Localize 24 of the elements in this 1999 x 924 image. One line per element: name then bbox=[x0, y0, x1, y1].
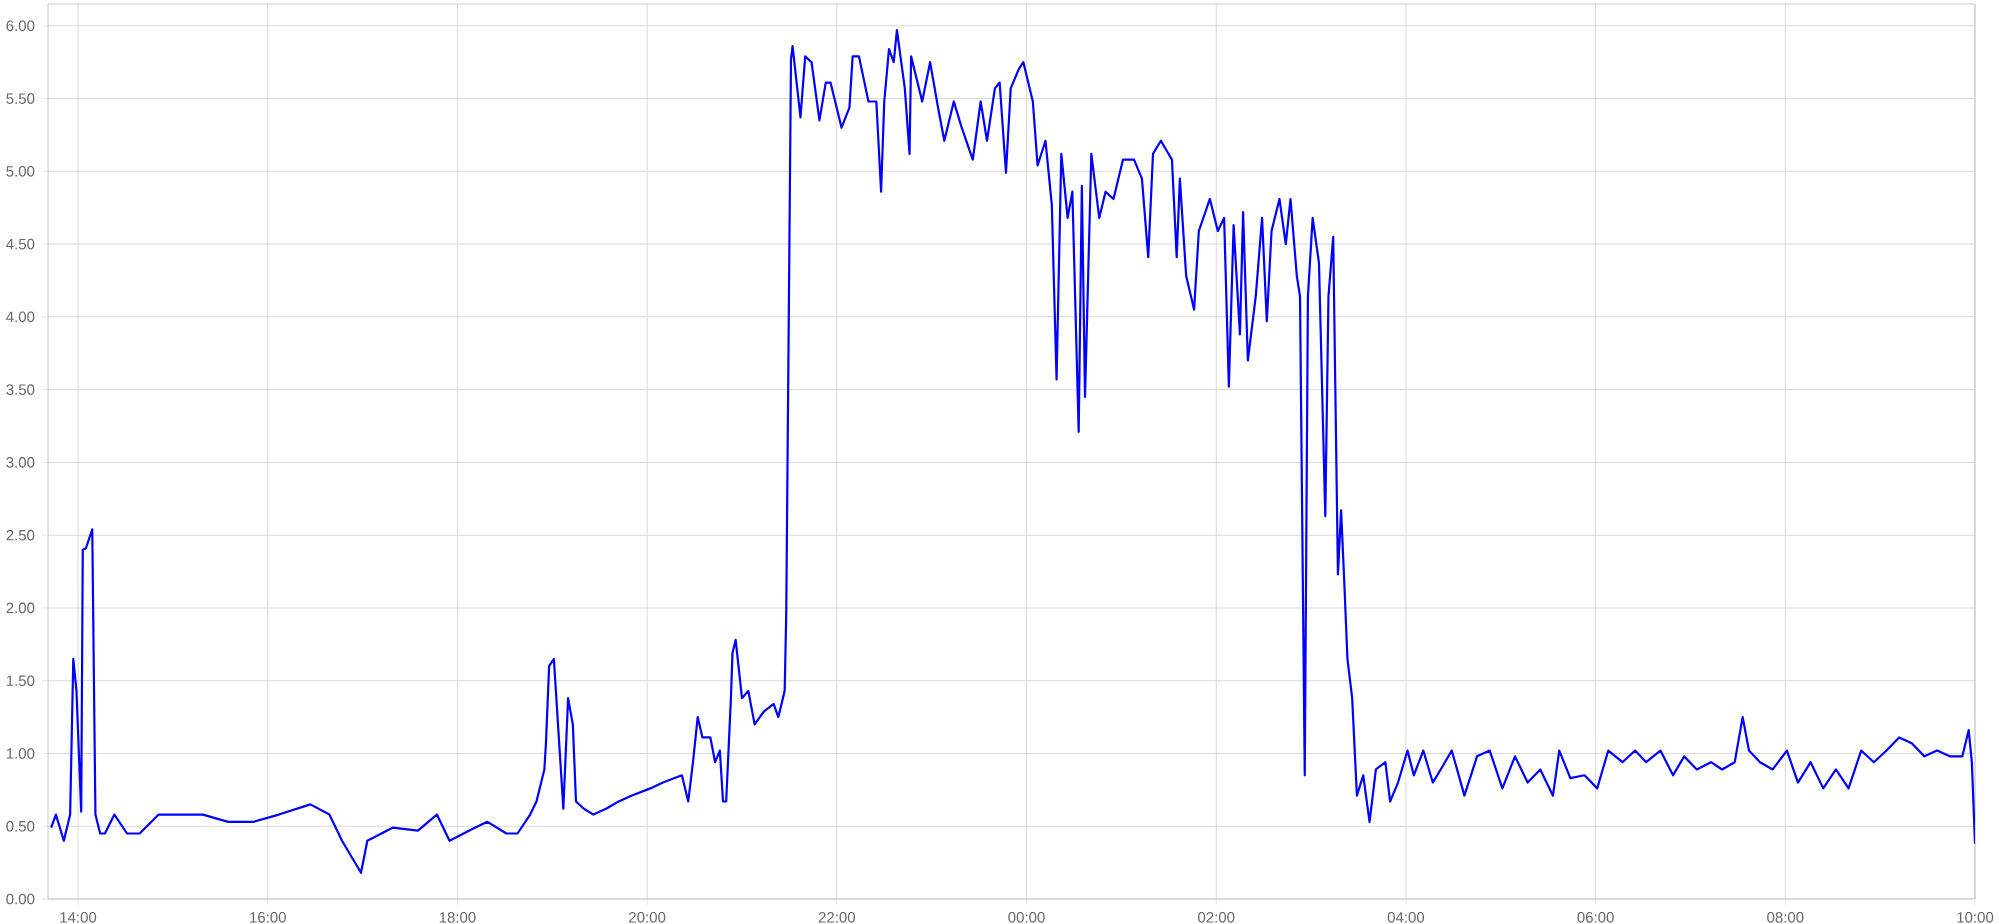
y-tick-label: 5.00 bbox=[6, 166, 35, 177]
y-tick-label: 1.50 bbox=[6, 675, 35, 687]
y-tick-label: 2.50 bbox=[6, 529, 35, 541]
x-tick-label: 16:00 bbox=[250, 912, 286, 923]
y-tick-label: 0.50 bbox=[6, 820, 35, 832]
y-tick-label: 2.00 bbox=[6, 602, 35, 614]
x-tick-label: 02:00 bbox=[1198, 912, 1235, 923]
x-tick-label: 06:00 bbox=[1577, 912, 1614, 923]
y-tick-label: 3.00 bbox=[6, 457, 35, 468]
y-tick-label: 5.50 bbox=[6, 93, 35, 104]
y-tick-label: 4.00 bbox=[6, 311, 35, 323]
y-tick-label: 1.00 bbox=[6, 748, 35, 759]
y-tick-label: 6.00 bbox=[6, 20, 35, 32]
x-tick-label: 08:00 bbox=[1767, 912, 1804, 923]
y-tick-label: 0.00 bbox=[6, 893, 35, 905]
x-tick-label: 18:00 bbox=[439, 912, 476, 923]
x-tick-label: 14:00 bbox=[60, 912, 97, 923]
x-tick-label: 22:00 bbox=[818, 912, 855, 923]
x-tick-label: 04:00 bbox=[1387, 912, 1425, 923]
y-tick-label: 4.50 bbox=[6, 238, 35, 250]
x-tick-label: 00:00 bbox=[1008, 912, 1045, 923]
x-tick-label: 20:00 bbox=[629, 912, 666, 923]
x-tick-label: 10:00 bbox=[1957, 912, 1994, 923]
y-tick-label: 3.50 bbox=[6, 384, 35, 395]
